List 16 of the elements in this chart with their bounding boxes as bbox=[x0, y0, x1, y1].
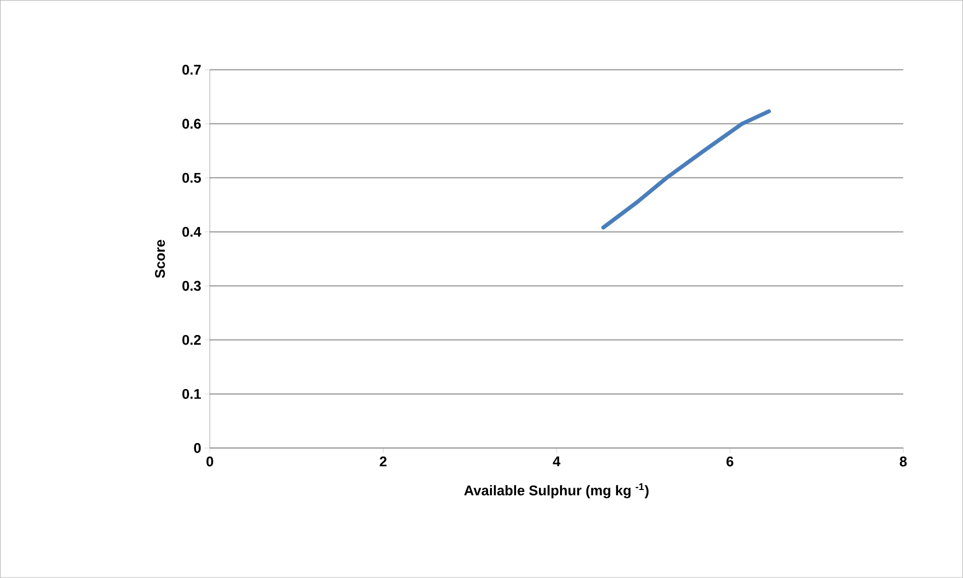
y-tick-label: 0.1 bbox=[182, 389, 201, 400]
x-tick-label: 0 bbox=[206, 456, 214, 467]
y-tick-label: 0.3 bbox=[182, 281, 201, 291]
x-axis-title: Available Sulphur (mg kg $^{-1}$) bbox=[464, 483, 649, 498]
y-tick-label: 0.7 bbox=[182, 64, 201, 75]
x-tick-label: 4 bbox=[552, 456, 560, 466]
y-axis-title: Score bbox=[155, 240, 165, 278]
y-tick-label: 0.2 bbox=[182, 335, 201, 345]
y-tick-label: 0.6 bbox=[182, 118, 201, 129]
x-tick-label: 8 bbox=[900, 456, 907, 467]
x-tick-label: 6 bbox=[726, 456, 734, 467]
y-tick-label: 0.5 bbox=[182, 172, 201, 183]
line-series bbox=[601, 109, 771, 230]
y-tick-label: 0.4 bbox=[182, 227, 202, 237]
x-tick-label: 2 bbox=[380, 456, 387, 466]
y-tick-label: 0 bbox=[194, 443, 201, 454]
